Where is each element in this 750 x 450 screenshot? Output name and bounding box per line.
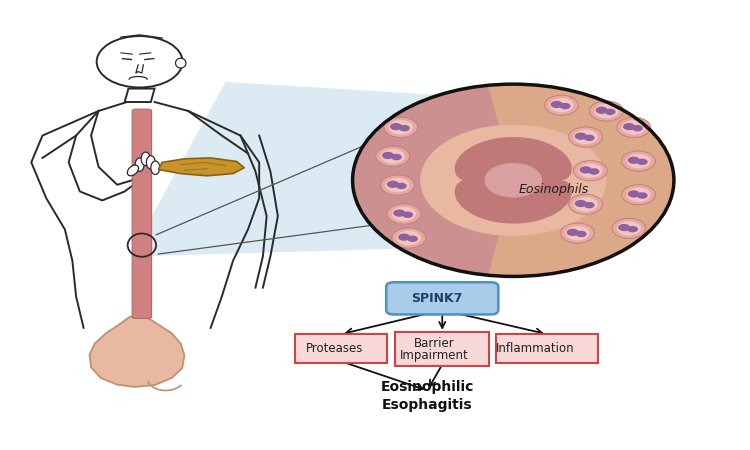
- Circle shape: [397, 231, 421, 245]
- Circle shape: [628, 190, 640, 198]
- Circle shape: [407, 235, 418, 242]
- Circle shape: [612, 218, 646, 239]
- Circle shape: [566, 226, 590, 240]
- Polygon shape: [488, 85, 672, 275]
- Circle shape: [632, 125, 643, 131]
- Polygon shape: [454, 137, 572, 224]
- Ellipse shape: [141, 152, 150, 166]
- Circle shape: [628, 157, 640, 164]
- Circle shape: [550, 101, 562, 108]
- Circle shape: [574, 161, 608, 181]
- Circle shape: [384, 117, 418, 138]
- Circle shape: [396, 183, 406, 189]
- Circle shape: [387, 180, 399, 188]
- FancyBboxPatch shape: [395, 333, 489, 366]
- Circle shape: [568, 194, 602, 214]
- Circle shape: [388, 120, 413, 135]
- Polygon shape: [158, 158, 244, 176]
- Circle shape: [561, 223, 594, 243]
- Circle shape: [576, 231, 586, 237]
- Polygon shape: [142, 82, 602, 256]
- Text: Eosinophilic
Esophagitis: Eosinophilic Esophagitis: [380, 380, 474, 412]
- Circle shape: [623, 123, 635, 130]
- Circle shape: [622, 184, 656, 205]
- Circle shape: [387, 204, 421, 224]
- Circle shape: [584, 135, 595, 141]
- Circle shape: [627, 226, 638, 232]
- Text: Inflammation: Inflammation: [496, 342, 574, 355]
- Circle shape: [567, 229, 579, 236]
- Circle shape: [604, 108, 616, 115]
- FancyBboxPatch shape: [132, 109, 152, 319]
- Circle shape: [574, 200, 587, 207]
- Text: Proteases: Proteases: [305, 342, 363, 355]
- Circle shape: [584, 202, 595, 208]
- Circle shape: [392, 207, 416, 221]
- Circle shape: [574, 133, 587, 140]
- Circle shape: [560, 103, 571, 109]
- Circle shape: [580, 166, 592, 174]
- Circle shape: [618, 224, 630, 231]
- Circle shape: [382, 152, 394, 159]
- Ellipse shape: [135, 158, 144, 171]
- Circle shape: [484, 163, 542, 198]
- Ellipse shape: [128, 165, 139, 176]
- Ellipse shape: [176, 58, 186, 68]
- Circle shape: [549, 98, 574, 112]
- Circle shape: [544, 95, 578, 115]
- Text: SPINK7: SPINK7: [411, 292, 463, 305]
- FancyBboxPatch shape: [386, 282, 498, 315]
- Ellipse shape: [97, 36, 182, 87]
- Circle shape: [399, 125, 410, 131]
- Text: Impairment: Impairment: [400, 349, 469, 362]
- Circle shape: [392, 228, 426, 248]
- Polygon shape: [32, 102, 260, 328]
- FancyBboxPatch shape: [296, 334, 387, 363]
- Circle shape: [622, 120, 646, 135]
- Ellipse shape: [146, 156, 155, 169]
- Circle shape: [596, 107, 608, 114]
- Circle shape: [574, 130, 598, 144]
- Polygon shape: [124, 89, 154, 102]
- Circle shape: [380, 149, 405, 163]
- Circle shape: [386, 178, 410, 192]
- FancyBboxPatch shape: [496, 334, 598, 363]
- Circle shape: [616, 117, 650, 138]
- Circle shape: [622, 151, 656, 171]
- Circle shape: [391, 154, 402, 160]
- Circle shape: [381, 175, 415, 195]
- Circle shape: [590, 101, 623, 121]
- Circle shape: [398, 234, 410, 241]
- Circle shape: [402, 212, 413, 218]
- Circle shape: [574, 197, 598, 211]
- Text: Barrier: Barrier: [414, 338, 454, 351]
- Circle shape: [376, 146, 410, 166]
- Circle shape: [637, 158, 648, 165]
- Polygon shape: [89, 317, 184, 387]
- Circle shape: [626, 188, 651, 202]
- Text: Eosinophils: Eosinophils: [518, 184, 589, 196]
- Circle shape: [594, 104, 619, 118]
- Circle shape: [390, 123, 402, 130]
- Circle shape: [616, 221, 641, 236]
- Circle shape: [393, 210, 405, 217]
- Ellipse shape: [151, 161, 160, 175]
- Circle shape: [352, 84, 674, 276]
- Circle shape: [578, 163, 602, 178]
- Polygon shape: [354, 85, 538, 275]
- Circle shape: [568, 127, 602, 147]
- Circle shape: [589, 168, 599, 175]
- Circle shape: [626, 154, 651, 168]
- Circle shape: [637, 192, 648, 199]
